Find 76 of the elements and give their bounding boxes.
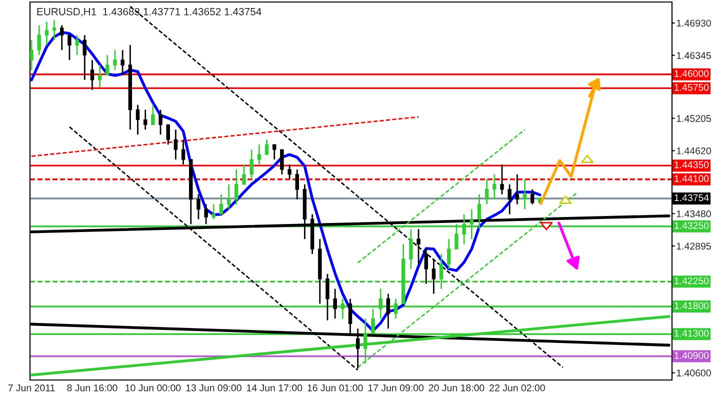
candlestick <box>500 164 504 196</box>
candlestick <box>60 24 64 51</box>
candlestick <box>257 144 262 166</box>
candlestick <box>508 184 512 215</box>
candlestick <box>52 20 56 41</box>
ref-line-label: 1.46000 <box>674 70 709 78</box>
candlestick <box>174 128 178 160</box>
candlestick <box>272 144 276 160</box>
ref-line-label: 1.44350 <box>674 161 709 168</box>
candlestick <box>151 104 155 126</box>
x-tick-label: 10 Jun 00:00 <box>126 384 181 392</box>
candlestick <box>288 164 292 180</box>
candlestick <box>432 258 436 294</box>
candlestick <box>234 168 238 205</box>
x-tick-label: 13 Jun 09:00 <box>186 384 242 392</box>
candlestick <box>530 188 534 205</box>
y-tick-label: 1.43480 <box>676 210 711 218</box>
candlestick <box>386 293 390 330</box>
candlestick <box>37 24 41 56</box>
candlestick <box>484 178 489 205</box>
ref-line-label: 1.41800 <box>674 302 709 310</box>
ref-line-label: 1.42250 <box>674 277 709 284</box>
candlestick <box>44 21 49 46</box>
candlestick <box>120 49 124 76</box>
candlestick <box>204 204 208 225</box>
candlestick <box>447 238 451 270</box>
candlestick <box>409 228 413 270</box>
candlestick <box>219 194 224 215</box>
x-tick-label: 20 Jun 18:00 <box>428 384 484 392</box>
ref-line-label: 1.43250 <box>674 222 709 229</box>
x-tick-label: 14 Jun 17:00 <box>246 384 302 392</box>
candlestick <box>492 174 496 200</box>
candlestick <box>522 178 527 210</box>
ref-line-label: 1.41300 <box>674 330 709 337</box>
x-tick-label: 17 Jun 09:00 <box>368 384 424 392</box>
candlestick <box>424 248 428 285</box>
candlestick <box>75 34 79 56</box>
candlestick <box>264 138 269 156</box>
candlestick <box>416 228 420 265</box>
candlestick <box>333 288 337 320</box>
y-tick-label: 1.45205 <box>676 115 711 122</box>
candlestick <box>226 184 231 210</box>
candlestick <box>326 273 330 322</box>
chart-title: EURUSD,H1 1.43683 1.43771 1.43652 1.43754 <box>37 8 262 17</box>
ref-line-label: 1.40900 <box>674 352 709 359</box>
candlestick <box>106 54 110 76</box>
candlestick <box>30 39 34 71</box>
y-tick-label: 1.40600 <box>676 370 711 376</box>
candlestick <box>136 104 140 136</box>
candlestick <box>82 34 87 81</box>
candlestick <box>90 59 94 91</box>
candlestick <box>295 168 299 200</box>
ref-line-label: 1.45750 <box>674 84 709 91</box>
y-tick-label: 1.44620 <box>676 147 711 154</box>
x-tick-label: 8 Jun 16:00 <box>67 384 118 392</box>
y-tick-label: 1.42895 <box>676 242 711 250</box>
y-tick-label: 1.46930 <box>676 20 711 27</box>
candlestick <box>515 174 520 205</box>
candlestick <box>143 109 148 130</box>
y-tick-label: 1.46345 <box>676 52 711 59</box>
x-tick-label: 7 Jun 2011 <box>8 384 55 392</box>
candlestick <box>113 49 117 71</box>
candlestick <box>212 204 216 220</box>
candlestick <box>158 109 162 136</box>
candlestick <box>242 164 246 186</box>
x-tick-label: 22 Jun 02:00 <box>490 384 545 392</box>
ref-line-label: 1.43754 <box>674 194 709 202</box>
ref-line-label: 1.44100 <box>674 175 709 182</box>
candlestick <box>98 64 102 88</box>
candlestick <box>181 138 186 166</box>
candlestick <box>68 34 72 61</box>
candlestick <box>166 124 170 146</box>
candlestick <box>280 148 284 176</box>
x-tick-label: 16 Jun 01:00 <box>308 384 363 392</box>
candlestick <box>196 194 200 220</box>
candlestick <box>250 148 254 180</box>
